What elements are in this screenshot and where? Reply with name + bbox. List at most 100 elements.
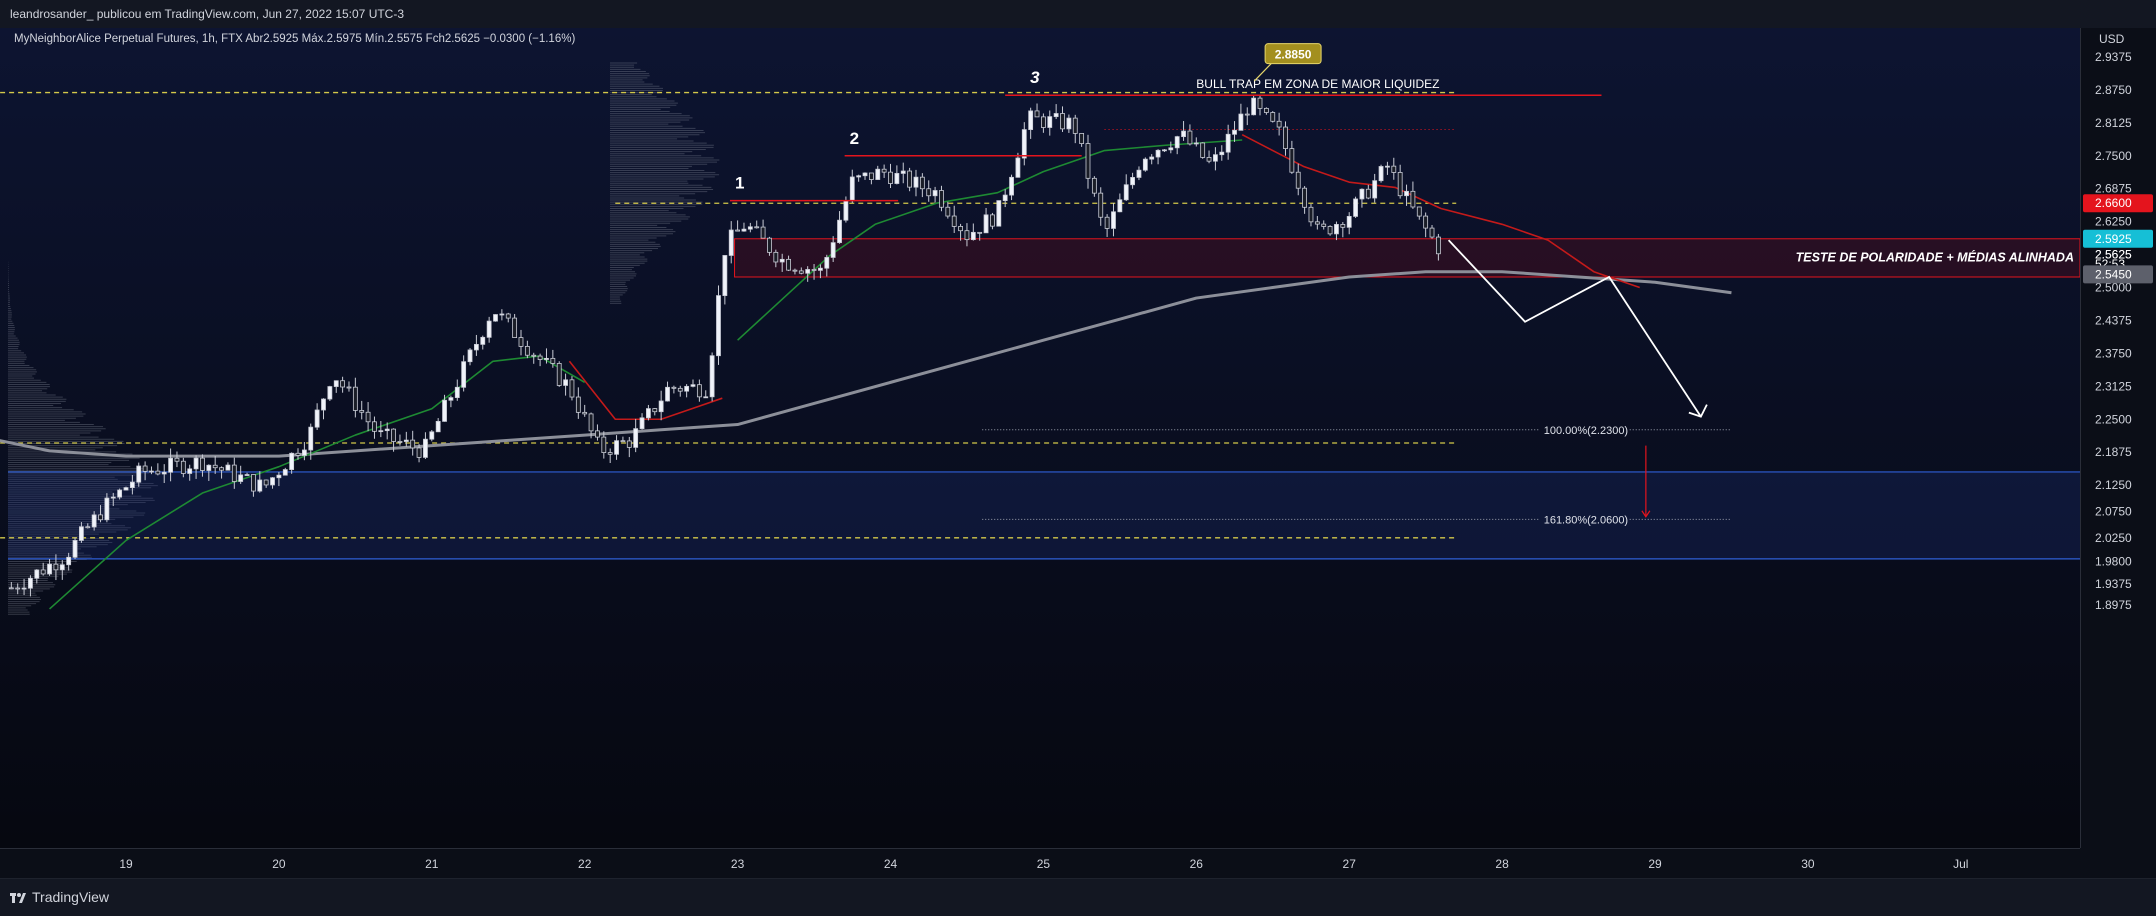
candle-body [276,474,282,479]
candle-body [767,237,772,253]
candle-body [1213,154,1218,162]
candle-body [537,355,543,360]
candle-body [1308,206,1314,223]
candle-body [486,320,492,338]
ma-200-line [0,270,1732,458]
candle-body [1334,224,1339,235]
candle-body [607,452,613,455]
candle-body [556,363,562,386]
zones [8,238,2081,560]
candle-body [1028,110,1034,130]
candle-body [410,439,416,449]
candle-body [614,440,619,455]
publisher-text: leandrosander_ publicou em TradingView.c… [10,7,405,21]
ema-green-line [737,139,1243,341]
candle-body [1200,142,1206,158]
price-tick: 2.3125 [2095,379,2132,393]
time-ticks: 19 20 21 22 23 24 25 26 27 28 29 30 Jul [119,857,1968,871]
time-axis-svg: 19 20 21 22 23 24 25 26 27 28 29 30 Jul [119,857,1968,871]
candle-body [843,200,849,221]
candle-body [837,219,842,244]
time-tick: 25 [1037,857,1051,871]
candle-body [340,380,346,388]
candle-body [779,258,785,263]
candle-body [703,396,709,399]
candle-body [1232,129,1237,135]
symbol-legend: MyNeighborAlice Perpetual Futures, 1h, F… [14,33,575,45]
candle-body [862,172,868,177]
candle-body [397,441,403,443]
candle-body [531,354,537,357]
candle-body [295,452,301,456]
candle-body [1149,156,1155,160]
candle-body [544,357,549,360]
candle-body [180,460,186,474]
price-chart[interactable]: 1 2 3 BULL TRAP EM ZONA DE MAIOR LIQUIDEZ 2.… [0,28,2081,848]
candle-body [741,228,747,232]
candle-body [588,413,594,432]
peak-label-pointer [1253,63,1272,82]
candle-body [709,355,715,398]
candle-body [1391,165,1397,173]
candle-body [575,396,581,413]
candle-body [1015,157,1021,178]
price-tick: 2.8125 [2095,116,2132,130]
candle-body [970,231,976,241]
candle-body [282,469,288,476]
candle-body [429,431,435,440]
candle-body [365,411,371,423]
price-tick: 2.1875 [2095,445,2132,459]
candle-body [1136,169,1142,178]
candle-body [1327,226,1333,235]
candle-body [856,175,862,178]
candles [8,95,1441,597]
candle-body [939,190,944,208]
candle-body [129,481,135,489]
candle-body [595,430,600,438]
candle-body [1429,227,1435,238]
candle-body [1047,116,1053,128]
candle-body [601,436,607,453]
candle-body [448,397,454,401]
chart-area[interactable]: 1 2 3 BULL TRAP EM ZONA DE MAIOR LIQUIDEZ 2.… [0,28,2081,848]
candle-body [1225,133,1231,153]
candle-body [85,526,91,529]
candle-body [1142,158,1148,171]
candle-body [314,409,320,428]
candle-body [8,587,14,590]
price-tick: 1.9800 [2095,555,2132,569]
candle-body [480,336,486,345]
candle-body [1206,157,1212,162]
price-tick: 2.1250 [2095,478,2132,492]
candle-body [658,400,664,413]
price-tag-label: 2.6600 [2095,196,2132,210]
fib-arrowhead [1641,510,1651,518]
price-tick: 2.5000 [2095,281,2132,295]
candle-body [505,313,511,319]
price-axis[interactable]: USD 2.9375 2.8750 2.8125 2.7500 2.6875 2.6250… [2080,28,2156,848]
candle-body [359,410,365,413]
candle-body [1123,184,1129,201]
candle-body [919,176,925,190]
candle-body [378,430,384,433]
candle-body [1385,165,1390,168]
candle-body [1302,187,1308,208]
candle-body [98,514,103,521]
candle-body [59,564,65,571]
price-tag-box [2083,265,2153,284]
time-axis[interactable]: 19 20 21 22 23 24 25 26 27 28 29 30 Jul [0,848,2080,879]
time-tick: 20 [272,857,286,871]
tradingview-logo[interactable]: TradingView [10,889,109,905]
candle-body [665,386,670,402]
candle-body [512,317,518,338]
candle-body [1098,192,1104,218]
price-tick: 2.9375 [2095,50,2132,64]
candle-body [1410,190,1416,208]
candle-body [881,168,887,173]
time-tick: 27 [1343,857,1357,871]
candle-body [900,170,906,174]
candle-body [1219,151,1225,156]
candle-body [1187,130,1193,145]
candle-body [696,384,702,398]
price-tick: 2.0750 [2095,504,2132,518]
